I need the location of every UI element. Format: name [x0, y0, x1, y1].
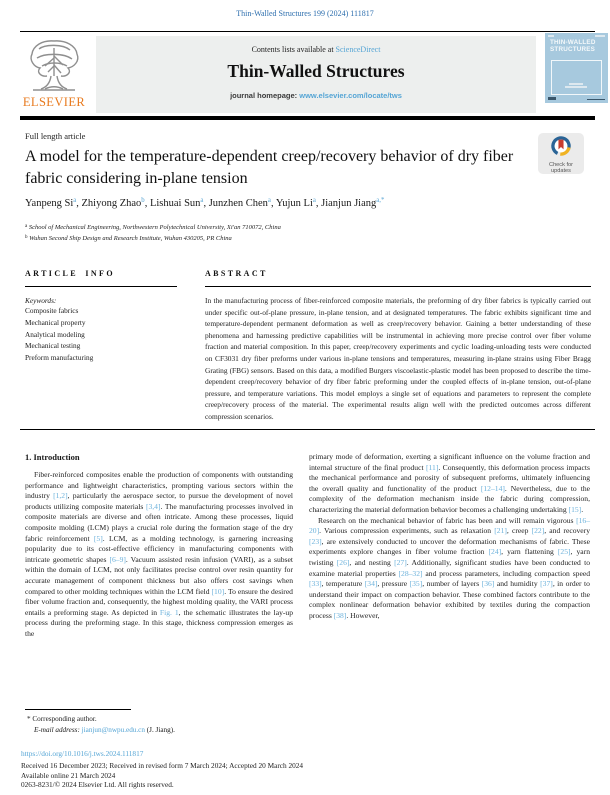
abstract-heading: ABSTRACT: [205, 269, 591, 287]
email-line: E-mail address: jianjun@nwpu.edu.cn (J. …: [27, 725, 175, 736]
journal-cover-thumbnail: THIN-WALLED STRUCTURES: [545, 33, 608, 103]
keywords-label: Keywords:: [25, 296, 57, 305]
intro-right-column: primary mode of deformation, exerting a …: [309, 452, 590, 622]
available-online: Available online 21 March 2024: [21, 771, 116, 780]
doi-link[interactable]: https://doi.org/10.1016/j.tws.2024.11181…: [21, 749, 144, 758]
journal-citation: Thin-Walled Structures 199 (2024) 111817: [236, 9, 374, 18]
author-affil-sup[interactable]: a: [267, 197, 271, 204]
citation-link[interactable]: [1,2]: [53, 491, 68, 501]
citation-link[interactable]: [5]: [93, 533, 103, 543]
check-for-updates-button[interactable]: Check for updates: [538, 133, 584, 174]
article-info-heading: ARTICLE INFO: [25, 269, 177, 287]
abstract-text: In the manufacturing process of fiber-re…: [205, 296, 591, 421]
article-title: A model for the temperature-dependent cr…: [25, 148, 514, 187]
cover-title: THIN-WALLED STRUCTURES: [550, 39, 596, 53]
citation-link[interactable]: [16–20]: [309, 515, 590, 536]
citation-link[interactable]: [6–9]: [109, 554, 126, 564]
introduction-heading: 1. Introduction: [25, 452, 80, 462]
header-thick-rule: [20, 116, 595, 120]
citation-link[interactable]: [37]: [540, 579, 553, 589]
received-dates: Received 16 December 2023; Received in r…: [21, 761, 304, 770]
citation-link[interactable]: [25]: [557, 547, 571, 557]
article-info-section: ARTICLE INFO Keywords: Composite fabrics…: [25, 269, 177, 364]
citation-link[interactable]: [11]: [425, 462, 439, 472]
email-label: E-mail address:: [34, 726, 80, 734]
cover-texture-mark: [548, 35, 554, 37]
author-affil-sup[interactable]: a: [200, 197, 204, 204]
keyword: Mechanical testing: [25, 341, 81, 351]
citation-link[interactable]: [10]: [211, 586, 225, 596]
author: Junzhen Chena,: [208, 197, 276, 209]
affiliation: b Wuhan Second Ship Design and Research …: [25, 234, 232, 242]
author: Yujun Lia,: [275, 197, 322, 209]
elsevier-tree-icon: [17, 36, 91, 94]
citation-link[interactable]: [28–32]: [398, 568, 423, 578]
keyword: Preform manufacturing: [25, 353, 94, 363]
citation-link[interactable]: [3,4]: [145, 501, 161, 511]
author-affil-sup[interactable]: a: [73, 197, 77, 204]
citation-link[interactable]: [26]: [336, 557, 350, 567]
cover-texture-mark: [548, 97, 556, 100]
homepage-line: journal homepage: www.elsevier.com/locat…: [96, 91, 536, 100]
check-for-updates-label: Check for updates: [549, 162, 573, 175]
citation-link[interactable]: [23]: [309, 536, 322, 546]
intro-paragraph-left: Fiber-reinforced composites enable the p…: [25, 470, 293, 638]
copyright-line: 0263-8231/© 2024 Elsevier Ltd. All right…: [21, 780, 174, 789]
citation-link[interactable]: [12–14]: [480, 483, 505, 493]
section-divider-rule: [20, 429, 595, 430]
citation-link[interactable]: [21]: [494, 526, 507, 536]
author-affil-sup[interactable]: a: [312, 197, 316, 204]
article-type-label: Full length article: [25, 131, 86, 141]
footnote-rule: [25, 709, 131, 710]
citation-link[interactable]: [27]: [394, 557, 407, 567]
citation-link[interactable]: [15]: [568, 504, 582, 514]
cover-texture-mark: [565, 86, 587, 88]
keyword: Analytical modeling: [25, 329, 85, 339]
citation-link[interactable]: [38]: [333, 610, 347, 620]
corresponding-author-marker: * Corresponding author.: [27, 715, 97, 723]
author-affil-sup[interactable]: a,*: [376, 197, 385, 204]
elsevier-wordmark: ELSEVIER: [22, 95, 86, 109]
author: Lishuai Suna,: [149, 197, 209, 209]
citation-link[interactable]: [35]: [409, 579, 423, 589]
citation-link[interactable]: Fig. 1: [159, 607, 179, 617]
email-suffix: (J. Jiang).: [144, 726, 175, 734]
journal-banner: Contents lists available at ScienceDirec…: [96, 36, 536, 113]
keyword: Composite fabrics: [25, 306, 79, 315]
check-for-updates-icon: [550, 136, 572, 161]
abstract-section: ABSTRACT In the manufacturing process of…: [205, 269, 591, 423]
author-affil-sup[interactable]: b: [141, 197, 145, 204]
elsevier-logo[interactable]: ELSEVIER: [17, 36, 91, 114]
intro-paragraph-right-1: primary mode of deformation, exerting a …: [309, 452, 590, 514]
citation-link[interactable]: [34]: [364, 579, 378, 589]
journal-title: Thin-Walled Structures: [227, 61, 405, 81]
cover-texture-mark: [587, 98, 605, 100]
author-list: Yanpeng Sia, Zhiyong Zhaob, Lishuai Suna…: [25, 197, 585, 209]
author: Zhiyong Zhaob,: [81, 197, 150, 209]
citation-link[interactable]: [24]: [488, 547, 502, 557]
cover-texture-mark: [595, 35, 605, 37]
keyword: Mechanical property: [25, 317, 86, 327]
affiliation: a School of Mechanical Engineering, Nort…: [25, 224, 281, 231]
affiliation-list: a School of Mechanical Engineering, Nort…: [25, 222, 585, 243]
homepage-prefix: journal homepage:: [230, 91, 300, 100]
intro-left-column: Fiber-reinforced composites enable the p…: [25, 470, 293, 640]
top-rule: [20, 31, 595, 32]
homepage-url-link[interactable]: www.elsevier.com/locate/tws: [299, 91, 402, 100]
contents-prefix: Contents lists available at: [251, 45, 336, 54]
cover-texture-mark: [569, 83, 583, 85]
author: Yanpeng Sia,: [25, 197, 82, 209]
email-link[interactable]: jianjun@nwpu.edu.cn: [81, 726, 145, 734]
citation-link[interactable]: [22]: [531, 526, 545, 536]
author: Jianjun Jianga,*: [321, 197, 385, 209]
corresponding-author-footnote: * Corresponding author. E-mail address: …: [27, 714, 175, 736]
cover-frame: [551, 60, 602, 95]
citation-link[interactable]: [33]: [309, 579, 322, 589]
citation-link[interactable]: [36]: [481, 579, 495, 589]
intro-paragraph-right-2: Research on the mechanical behavior of f…: [309, 515, 590, 620]
sciencedirect-link[interactable]: ScienceDirect: [335, 45, 381, 54]
contents-line: Contents lists available at ScienceDirec…: [96, 36, 536, 54]
